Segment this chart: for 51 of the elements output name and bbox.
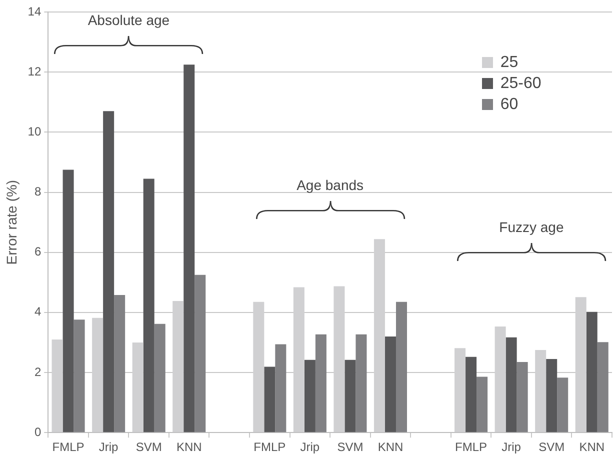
bar (466, 356, 477, 432)
bar (114, 295, 126, 432)
bar (516, 362, 528, 432)
x-tick-label: FMLP (455, 440, 488, 454)
x-tick-label: SVM (136, 440, 162, 454)
bar (194, 274, 206, 432)
y-tick-label: 14 (28, 4, 42, 18)
bar (344, 360, 356, 432)
x-tick-label: KNN (579, 440, 605, 454)
bar (315, 334, 326, 432)
bar (546, 358, 558, 432)
x-tick-label: Jrip (98, 440, 119, 454)
x-tick-label: FMLP (52, 440, 84, 454)
bar (356, 334, 367, 432)
bar (476, 376, 488, 432)
y-tick-label: 10 (28, 124, 42, 138)
bar (103, 111, 114, 432)
annotation: Age bands (296, 177, 364, 194)
bar (154, 324, 166, 432)
bar (597, 342, 608, 432)
x-tick-label: FMLP (254, 440, 286, 454)
y-tick-label: 4 (34, 304, 42, 319)
y-axis-title: Error rate (%) (3, 180, 20, 265)
bar (304, 360, 316, 432)
bar (62, 170, 74, 432)
y-tick-label: 8 (34, 184, 42, 199)
legend-label: 60 (500, 96, 518, 114)
y-tick-label: 12 (28, 64, 42, 78)
annotation: Absolute age (88, 12, 170, 28)
bar (396, 302, 407, 432)
bar (506, 337, 517, 432)
x-tick-label: Jrip (300, 440, 320, 454)
bar (143, 178, 154, 432)
y-tick-label: 0 (34, 424, 42, 439)
bar (264, 366, 276, 432)
x-tick-label: SVM (337, 440, 364, 454)
legend-label: 25 (500, 54, 518, 72)
x-tick-label: Jrip (502, 440, 522, 454)
bar (384, 336, 396, 432)
legend-label: 25-60 (500, 74, 542, 92)
annotation: Fuzzy age (499, 219, 564, 236)
bar (275, 344, 286, 432)
y-tick-label: 2 (34, 364, 42, 379)
x-tick-label: KNN (176, 440, 202, 454)
bar (586, 312, 598, 432)
bar (184, 64, 195, 432)
bar (557, 378, 568, 432)
y-tick-label: 6 (34, 244, 42, 259)
bar (74, 320, 85, 432)
x-tick-label: SVM (538, 440, 565, 454)
x-tick-label: KNN (378, 440, 404, 454)
